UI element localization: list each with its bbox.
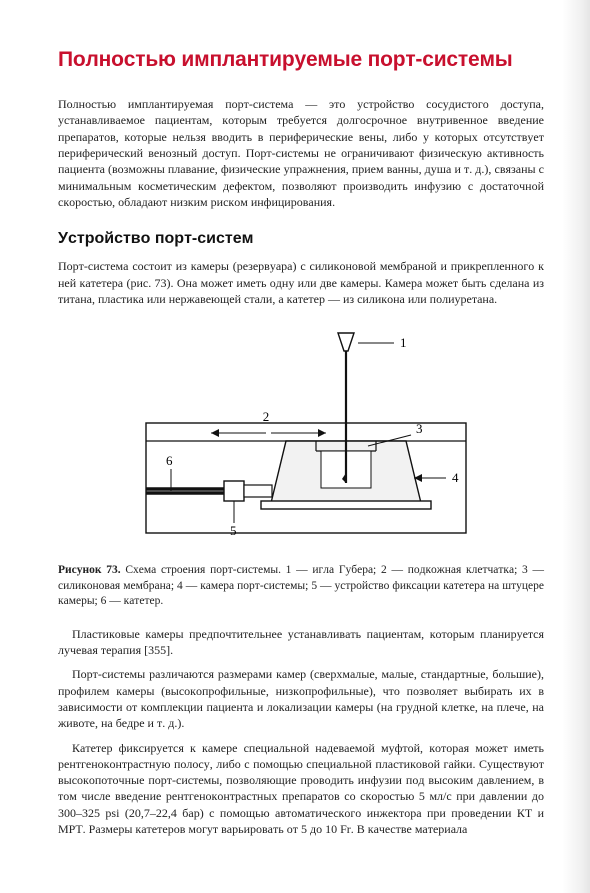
paragraph-1: Порт-система состоит из камеры (резервуа… xyxy=(58,258,544,307)
figure-caption-lead: Рисунок 73. xyxy=(58,564,121,576)
figure-label-4: 4 xyxy=(452,470,459,485)
figure-label-1: 1 xyxy=(400,335,407,350)
page: Полностью имплантируемые порт-системы По… xyxy=(0,0,590,893)
figure-label-5: 5 xyxy=(230,523,237,538)
page-title: Полностью имплантируемые порт-системы xyxy=(58,48,544,72)
figure-73: 1 2 3 4 5 6 xyxy=(116,323,486,553)
figure-label-6: 6 xyxy=(166,453,173,468)
figure-label-2: 2 xyxy=(263,409,270,424)
paragraph-4: Катетер фиксируется к камере специальной… xyxy=(58,740,544,838)
section-heading: Устройство порт-систем xyxy=(58,230,544,248)
intro-paragraph: Полностью имплантируемая порт-система — … xyxy=(58,96,544,210)
paragraph-2: Пластиковые камеры предпочтительнее уста… xyxy=(58,626,544,659)
paragraph-3: Порт-системы различаются размерами камер… xyxy=(58,666,544,731)
figure-label-3: 3 xyxy=(416,421,423,436)
figure-caption: Рисунок 73. Схема строения порт-системы.… xyxy=(58,563,544,610)
port-system-diagram: 1 2 3 4 5 6 xyxy=(116,323,486,553)
figure-caption-body: Схема строения порт-системы. 1 — игла Гу… xyxy=(58,564,544,607)
